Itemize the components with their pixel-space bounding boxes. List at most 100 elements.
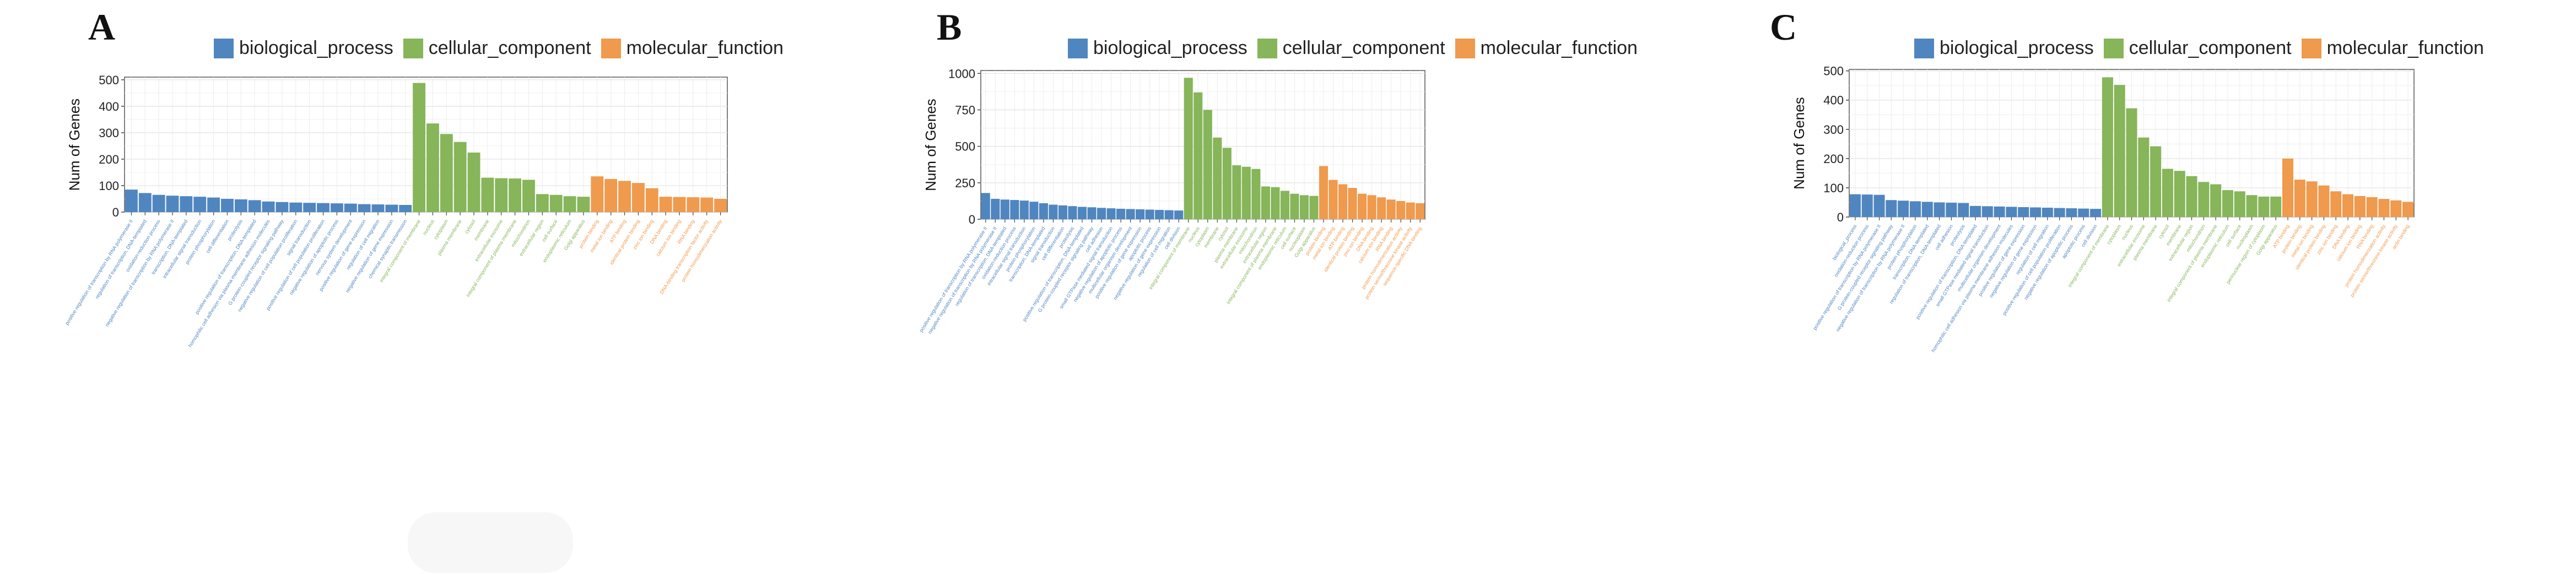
bar — [2114, 85, 2125, 217]
legend-swatch — [2301, 38, 2321, 58]
y-axis-title: Num of Genes — [922, 99, 939, 191]
bar — [1039, 203, 1048, 219]
bar — [1087, 207, 1097, 219]
bar — [1194, 92, 1203, 219]
y-tick-label: 100 — [1823, 181, 1844, 195]
bar — [1222, 148, 1232, 219]
bar — [2342, 194, 2354, 217]
bar — [1338, 184, 1348, 219]
bar — [2162, 169, 2173, 217]
bar — [1019, 201, 1029, 219]
bar — [1898, 201, 1909, 217]
y-tick-label: 750 — [955, 103, 975, 117]
legend-label: molecular_function — [2326, 37, 2484, 58]
bar — [2378, 199, 2390, 217]
bar — [125, 189, 138, 212]
x-tick-label: nucleus — [422, 218, 435, 236]
bar — [604, 178, 618, 212]
bar — [1348, 188, 1357, 219]
y-tick-label: 300 — [99, 126, 119, 140]
bar — [2222, 190, 2233, 217]
legend-item-biological-process: biological_process — [1914, 37, 2094, 59]
x-tick-label: positive regulation of transcription by … — [64, 219, 134, 326]
legend-item-molecular-function: molecular_function — [2301, 37, 2484, 59]
bar — [2330, 191, 2342, 217]
y-tick-label: 1000 — [948, 67, 975, 80]
legend-label: cellular_component — [428, 37, 591, 58]
bar — [1873, 194, 1885, 217]
bar — [981, 193, 990, 219]
bar — [1261, 186, 1270, 219]
bar — [522, 180, 535, 212]
bar — [1029, 202, 1039, 219]
bar — [440, 134, 453, 212]
legend-item-biological-process: biological_process — [214, 37, 393, 59]
bar — [234, 199, 247, 212]
bar — [344, 203, 357, 212]
bar — [577, 197, 590, 212]
bar — [1319, 166, 1328, 219]
legend-item-molecular-function: molecular_function — [601, 37, 784, 59]
bar — [2018, 207, 2029, 217]
bar — [1000, 199, 1009, 219]
legend-label: biological_process — [239, 37, 393, 58]
bar — [453, 142, 467, 212]
bar — [700, 197, 714, 212]
bar — [1097, 208, 1106, 219]
bar — [1994, 206, 2005, 217]
legend-swatch — [403, 38, 423, 58]
chart-panel-c: C biological_process cellular_component … — [1717, 0, 2575, 574]
legend-label: molecular_function — [1480, 37, 1638, 58]
legend-item-molecular-function: molecular_function — [1455, 37, 1638, 59]
bar — [591, 176, 604, 212]
bar — [481, 177, 494, 212]
bar — [1251, 169, 1261, 219]
bar — [2186, 176, 2197, 217]
bar — [673, 197, 686, 212]
bar — [1280, 191, 1289, 219]
bar — [1386, 199, 1396, 219]
bar — [1290, 193, 1299, 219]
bar — [2354, 196, 2366, 217]
bar — [1981, 206, 1993, 217]
bar — [2294, 180, 2305, 217]
y-tick-label: 100 — [99, 179, 119, 193]
bar — [1145, 209, 1154, 219]
x-tick-label: cytosol — [463, 219, 476, 235]
chart-panel-a: A biological_process cellular_component … — [0, 0, 858, 574]
legend-label: cellular_component — [1282, 37, 1445, 58]
x-tick-label: cytosol — [2157, 224, 2170, 240]
bar — [1126, 209, 1135, 219]
bar — [1406, 202, 1415, 219]
bar — [1049, 204, 1058, 219]
legend: biological_process cellular_component mo… — [214, 37, 793, 59]
legend-swatch — [1914, 38, 1934, 58]
bar — [618, 181, 631, 212]
y-tick-label: 300 — [1823, 123, 1844, 137]
bar — [207, 197, 220, 212]
bar — [1077, 207, 1087, 219]
bar — [2402, 202, 2414, 217]
y-tick-label: 250 — [955, 176, 975, 190]
bar — [1155, 210, 1164, 219]
bar — [426, 123, 439, 212]
bar — [193, 197, 207, 212]
bar — [2210, 184, 2222, 217]
x-tick-label: signal transduction — [285, 219, 312, 257]
bar — [248, 200, 261, 212]
bar — [1358, 193, 1367, 219]
x-tick-label: extracellular region — [518, 219, 545, 257]
bar — [2066, 208, 2077, 217]
bar — [1849, 194, 1861, 217]
x-tick-label: regulation of transcription, DNA-templat… — [94, 219, 148, 300]
x-tick-label: negative regulation of transcription by … — [927, 226, 998, 335]
bar — [303, 203, 316, 212]
bar — [2306, 181, 2318, 217]
bar — [1106, 208, 1116, 219]
bar — [289, 202, 303, 212]
bar — [2126, 108, 2137, 217]
bar — [2174, 171, 2185, 217]
bar — [2150, 146, 2162, 217]
bar — [1213, 137, 1222, 219]
bar — [1934, 202, 1945, 217]
